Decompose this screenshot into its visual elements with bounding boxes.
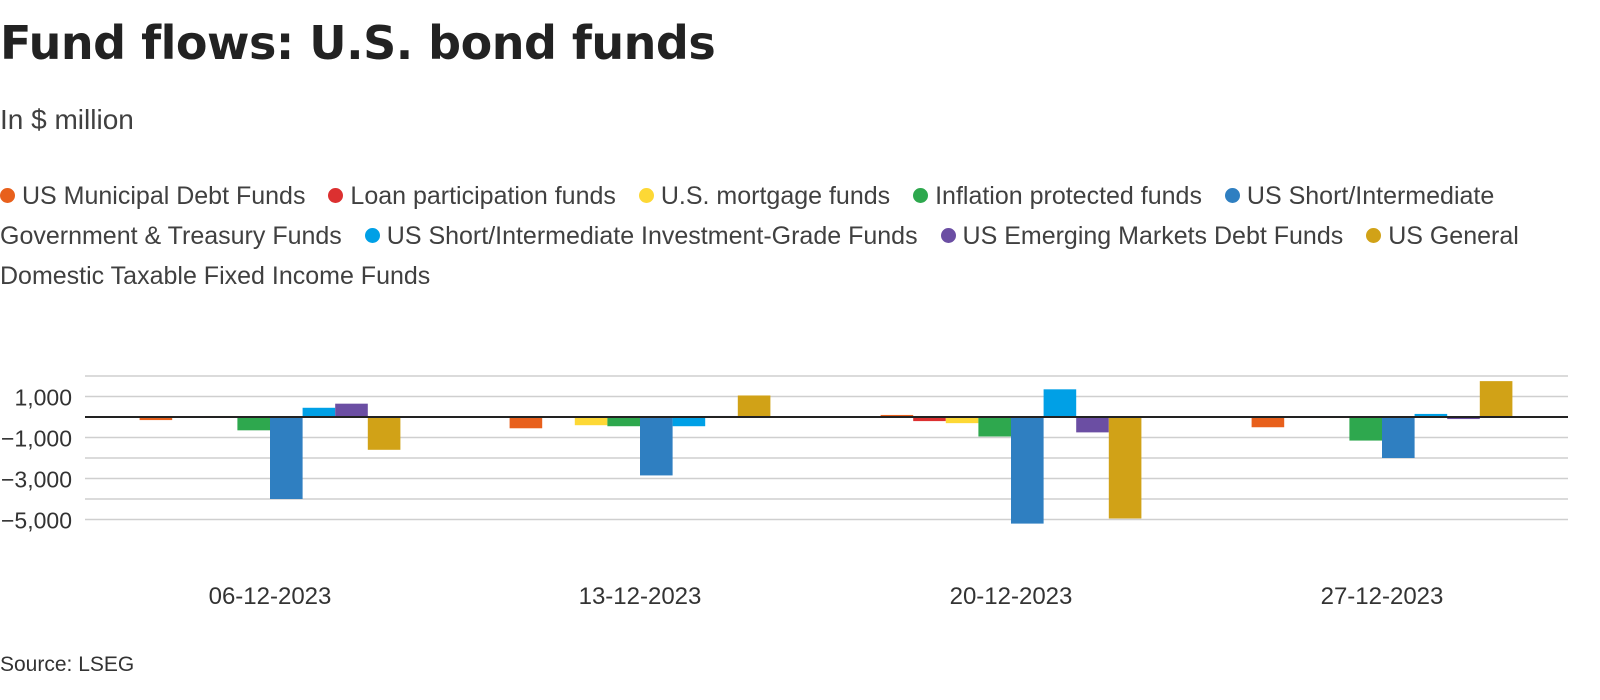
bar: [1447, 417, 1480, 420]
legend-swatch: [0, 188, 15, 203]
legend-item: U.S. mortgage funds: [638, 182, 891, 210]
legend-label: US Municipal Debt Funds: [22, 182, 306, 210]
bar-chart: 1,000 −1,000 −3,000 −5,000 06-12-2023 13-12-2…: [1, 375, 1568, 610]
x-tick-label: 13-12-2023: [579, 583, 702, 610]
chart-subtitle: In $ million: [0, 104, 134, 135]
legend-item: US Emerging Markets Debt Funds: [940, 222, 1344, 250]
bar: [139, 417, 173, 421]
bar: [509, 417, 543, 429]
legend-label: US Emerging Markets Debt Funds: [962, 222, 1344, 250]
bar: [1011, 417, 1044, 524]
y-tick-label: −3,000: [1, 467, 72, 493]
bar: [1076, 417, 1109, 433]
legend-item: US Municipal Debt Funds: [0, 182, 305, 210]
bar: [335, 403, 368, 417]
bar: [1382, 417, 1415, 458]
bar: [1043, 389, 1077, 417]
legend-label: US General Domestic Taxable Fixed Income…: [0, 222, 1519, 290]
legend-swatch: [638, 188, 654, 203]
bar: [1479, 381, 1513, 417]
legend-item: US General Domestic Taxable Fixed Income…: [0, 222, 1519, 290]
bar: [1251, 417, 1285, 428]
legend-label: Loan participation funds: [350, 182, 616, 210]
legend-item: Inflation protected funds: [913, 182, 1202, 210]
bar: [237, 417, 270, 431]
bar: [1108, 417, 1142, 519]
bar: [574, 417, 608, 426]
legend-swatch: [913, 188, 929, 203]
x-tick-label: 06-12-2023: [209, 583, 332, 610]
legend-item: US Short/Intermediate Government & Treas…: [0, 182, 1494, 250]
legend-swatch: [940, 228, 956, 243]
x-tick-label: 27-12-2023: [1321, 583, 1444, 610]
legend-swatch: [1366, 228, 1382, 243]
bar: [945, 417, 979, 424]
x-tick-label: 20-12-2023: [950, 583, 1073, 610]
legend: US Municipal Debt Funds Loan participati…: [0, 176, 1520, 296]
bar: [1349, 417, 1382, 441]
legend-label: US Short/Intermediate Investment-Grade F…: [386, 222, 918, 250]
legend-swatch: [364, 228, 380, 243]
bar: [367, 417, 401, 450]
bar: [978, 417, 1011, 437]
bar: [607, 417, 640, 427]
bar: [302, 407, 336, 417]
bar: [737, 395, 771, 417]
bar: [913, 417, 946, 422]
bar: [1414, 413, 1448, 417]
bar: [672, 417, 706, 427]
chart-title: Fund flows: U.S. bond funds: [0, 16, 716, 70]
legend-swatch: [1224, 188, 1240, 203]
legend-label: U.S. mortgage funds: [660, 182, 891, 210]
legend-label: Inflation protected funds: [935, 182, 1202, 210]
legend-label: US Short/Intermediate Government & Treas…: [0, 182, 1495, 250]
bar: [270, 417, 303, 499]
legend-swatch: [328, 188, 344, 203]
legend-item: US Short/Intermediate Investment-Grade F…: [364, 222, 918, 250]
y-tick-label: −1,000: [1, 426, 72, 452]
y-tick-label: 1,000: [14, 385, 72, 411]
y-tick-label: −5,000: [1, 508, 72, 534]
legend-item: Loan participation funds: [328, 182, 616, 210]
source-note: Source: LSEG: [0, 653, 135, 676]
bar: [880, 414, 914, 417]
bar: [640, 417, 673, 476]
